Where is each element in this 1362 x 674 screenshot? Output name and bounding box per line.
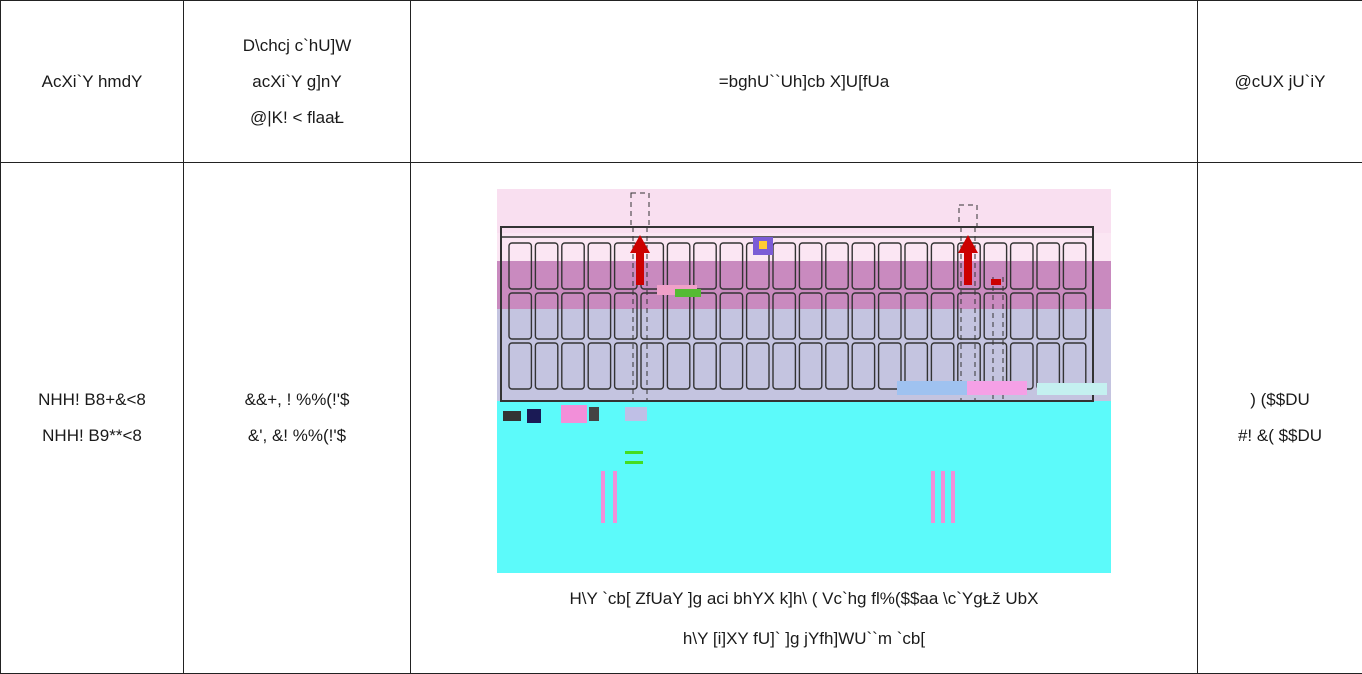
header-module-size: D\chcj c`hU]W acXi`Y g]nY @|K! < flaaŁ (184, 1, 411, 163)
header-load-value: @cUX jU`iY (1198, 1, 1362, 163)
caption-line: h\Y [i]XY fU]` ]g jYfh]WU``m `cb[ (683, 619, 925, 659)
diagram-cell: H\Y `cb[ ZfUaY ]g aci bhYX k]h\ ( Vc`hg … (411, 163, 1198, 674)
header-text: =bghU``Uh]cb X]U[fUa (719, 64, 890, 100)
caption-line: H\Y `cb[ ZfUaY ]g aci bhYX k]h\ ( Vc`hg … (570, 579, 1039, 619)
diagram-caption: H\Y `cb[ ZfUaY ]g aci bhYX k]h\ ( Vc`hg … (570, 579, 1039, 659)
model-name: NHH! B9**<8 (42, 418, 142, 454)
rail-bars-right (931, 471, 955, 523)
header-text: AcXi`Y hmdY (42, 64, 143, 100)
module-size: &', &! %%(!'$ (248, 418, 346, 454)
header-text: @|K! < flaaŁ (250, 100, 344, 136)
load-value: ) ($$DU (1250, 382, 1310, 418)
clamp-mark (991, 279, 1001, 285)
load-cell: ) ($$DU #! &( $$DU (1198, 163, 1362, 674)
model-cell: NHH! B8+&<8 NHH! B9**<8 (1, 163, 184, 674)
load-value: #! &( $$DU (1238, 418, 1322, 454)
size-cell: &&+, ! %%(!'$ &', &! %%(!'$ (184, 163, 411, 674)
header-row: AcXi`Y hmdY D\chcj c`hU]W acXi`Y g]nY @|… (1, 1, 1362, 163)
cyan-panel (497, 401, 1111, 573)
green-mark (625, 451, 643, 454)
table-row: NHH! B8+&<8 NHH! B9**<8 &&+, ! %%(!'$ &'… (1, 163, 1362, 674)
header-model-type: AcXi`Y hmdY (1, 1, 184, 163)
module-size: &&+, ! %%(!'$ (245, 382, 350, 418)
header-text: D\chcj c`hU]W (243, 28, 352, 64)
installation-drawing (497, 189, 1111, 573)
header-text: acXi`Y g]nY (252, 64, 341, 100)
purple-band (497, 261, 1111, 309)
model-name: NHH! B8+&<8 (38, 382, 146, 418)
header-installation-diagram: =bghU``Uh]cb X]U[fUa (411, 1, 1198, 163)
green-mark (625, 461, 643, 464)
header-text: @cUX jU`iY (1235, 64, 1326, 100)
